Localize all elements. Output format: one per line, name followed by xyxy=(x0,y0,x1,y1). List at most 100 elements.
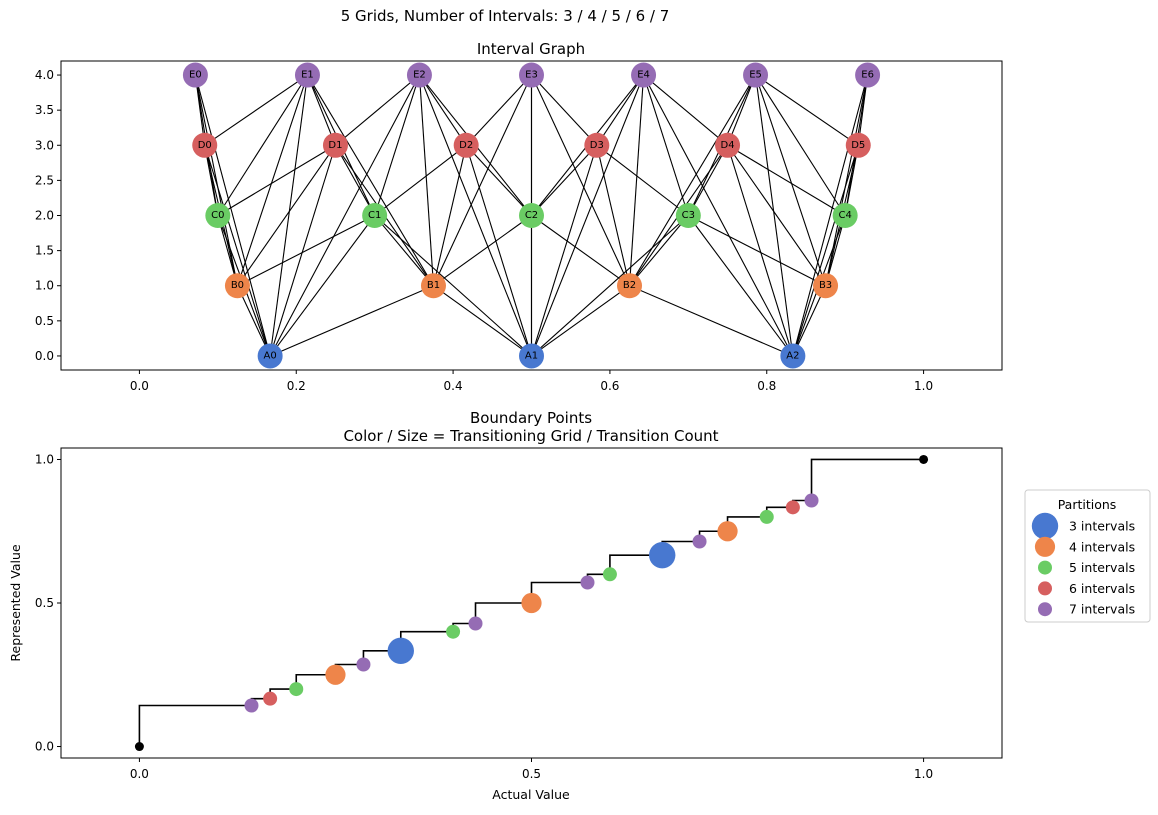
legend-marker xyxy=(1038,560,1052,575)
edge-B2-D3 xyxy=(596,145,631,286)
node-D5: D5 xyxy=(845,132,871,158)
edge-A1-B1 xyxy=(433,285,532,357)
node-D0: D0 xyxy=(192,132,218,158)
legend-item-3: 3 intervals xyxy=(1031,512,1135,540)
boundary-point-grid5 xyxy=(759,509,774,524)
node-label: D1 xyxy=(328,140,342,151)
edge-A0-B0 xyxy=(236,285,271,357)
edge-D2-E2 xyxy=(418,74,467,146)
node-label: B0 xyxy=(231,280,244,291)
node-circle xyxy=(813,273,839,299)
node-circle xyxy=(715,132,741,158)
node-D3: D3 xyxy=(584,132,610,158)
edge-A2-B3 xyxy=(792,285,827,357)
node-label: E4 xyxy=(637,70,650,81)
boundary-point-grid5 xyxy=(602,567,617,582)
node-label: E6 xyxy=(861,70,874,81)
edge-B2-E4 xyxy=(628,75,645,286)
edge-A2-D4 xyxy=(727,145,794,357)
legend-title: Partitions xyxy=(1058,497,1117,512)
node-label: B3 xyxy=(819,280,832,291)
node-E5: E5 xyxy=(743,62,769,88)
edge-C3-D4 xyxy=(687,145,729,216)
node-circle xyxy=(519,343,544,369)
node-A0: A0 xyxy=(257,343,283,369)
node-circle xyxy=(294,62,320,88)
y-tick-label: 1.0 xyxy=(35,452,54,466)
node-A2: A2 xyxy=(780,343,806,369)
x-tick-label: 0.4 xyxy=(444,379,463,393)
node-B1: B1 xyxy=(420,273,446,299)
node-circle xyxy=(420,273,446,299)
node-label: E0 xyxy=(189,70,202,81)
y-tick-label: 0.5 xyxy=(35,596,54,610)
node-label: E2 xyxy=(413,70,426,81)
boundary-point-grid5 xyxy=(289,682,304,697)
node-circle xyxy=(845,132,871,158)
interval-graph-nodes: A0 A1 A2 B0 B1 B2 B3 C0 C1 C2 C3 C4 D0 D1 D2 D3 D4 D5 E0 E1… xyxy=(182,62,881,369)
legend-marker xyxy=(1034,536,1056,557)
legend-items: 3 intervals 4 intervals 5 intervals 6 inter… xyxy=(1031,512,1135,617)
y-tick-label: 0.5 xyxy=(35,314,54,328)
x-tick-label: 0.6 xyxy=(600,379,619,393)
edge-B1-E2 xyxy=(418,75,435,286)
boundary-point-grid7 xyxy=(804,493,819,508)
node-E6: E6 xyxy=(855,62,881,88)
x-tick-label: 0.0 xyxy=(130,379,149,393)
node-label: D5 xyxy=(851,140,865,151)
node-circle xyxy=(519,203,544,228)
boundary-points-x-ticks: 0.0 0.5 1.0 xyxy=(130,758,933,781)
edge-B2-C2 xyxy=(531,215,630,287)
legend-marker xyxy=(1038,581,1052,596)
boundary-point-grid7 xyxy=(468,616,483,631)
node-label: A1 xyxy=(525,350,538,361)
y-tick-label: 2.0 xyxy=(35,209,54,223)
node-circle xyxy=(453,132,479,158)
legend-label: 6 intervals xyxy=(1069,581,1135,596)
legend-item-5: 5 intervals xyxy=(1038,560,1135,575)
edge-B1-D2 xyxy=(432,145,467,286)
edge-D0-E1 xyxy=(204,74,308,146)
boundary-point-grid5 xyxy=(446,624,461,639)
boundary-points-title-line2: Color / Size = Transitioning Grid / Tran… xyxy=(343,427,718,445)
x-axis-label: Actual Value xyxy=(492,787,570,802)
edge-C0-E1 xyxy=(217,74,308,216)
legend-marker xyxy=(1038,602,1052,617)
boundary-points-axes: Boundary Points Color / Size = Transitio… xyxy=(8,409,1003,802)
edge-B0-C1 xyxy=(237,215,375,287)
edge-A1-C3 xyxy=(531,215,689,357)
node-label: A2 xyxy=(786,350,799,361)
edge-A0-E0 xyxy=(194,74,271,357)
node-circle xyxy=(182,62,208,88)
edge-A2-E5 xyxy=(754,74,794,357)
edge-C0-D1 xyxy=(217,144,336,216)
edge-C1-E2 xyxy=(374,74,420,216)
boundary-point-grid6 xyxy=(263,691,278,706)
node-circle xyxy=(855,62,881,88)
node-D2: D2 xyxy=(453,132,479,158)
edge-B3-C3 xyxy=(688,215,826,287)
edge-A2-E4 xyxy=(643,74,794,357)
node-label: E1 xyxy=(301,70,314,81)
boundary-points-y-ticks: 0.0 0.5 1.0 xyxy=(35,452,61,754)
edge-A1-D3 xyxy=(530,145,598,357)
edge-A2-C3 xyxy=(687,215,794,357)
node-D4: D4 xyxy=(715,132,741,158)
node-circle xyxy=(257,343,283,369)
node-circle xyxy=(322,132,348,158)
node-label: E3 xyxy=(525,70,538,81)
edge-D5-E5 xyxy=(755,74,859,146)
node-label: C3 xyxy=(682,210,695,221)
node-B0: B0 xyxy=(224,273,250,299)
boundary-point-grid3 xyxy=(649,541,676,569)
edge-B2-E3 xyxy=(531,74,631,286)
y-tick-label: 2.5 xyxy=(35,173,54,187)
edge-A2-B2 xyxy=(629,285,794,357)
boundary-point-grid6 xyxy=(785,500,800,515)
edge-A0-D1 xyxy=(269,145,336,357)
edge-B3-E5 xyxy=(755,74,827,286)
y-tick-label: 4.0 xyxy=(35,68,54,82)
node-B2: B2 xyxy=(617,273,643,299)
legend-label: 7 intervals xyxy=(1069,602,1135,617)
node-circle xyxy=(832,203,858,228)
